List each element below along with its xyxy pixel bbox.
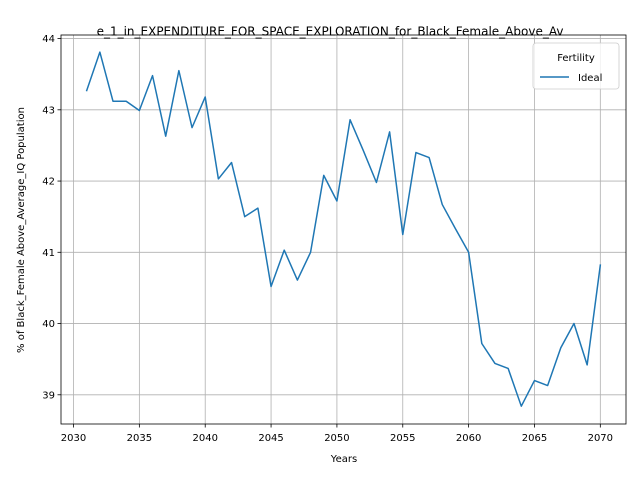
y-tick-label: 43 [42,105,55,116]
chart-title: e_1_in_EXPENDITURE_FOR_SPACE_EXPLORATION… [97,25,564,39]
legend-title: Fertility [557,53,595,64]
plot-area-frame [60,34,627,425]
x-tick-label: 2070 [588,433,613,444]
series-line-ideal [85,51,602,407]
x-tick-label: 2035 [127,433,152,444]
x-tick-label: 2040 [192,433,217,444]
series-lines [85,51,602,407]
x-axis-label: Years [330,454,357,465]
legend: Fertility Ideal [532,42,620,90]
y-axis-label: % of Black_Female Above_Average_IQ Popul… [16,107,27,353]
x-tick-label: 2045 [258,433,283,444]
x-tick-label: 2050 [324,433,349,444]
y-tick-label: 41 [42,248,55,259]
y-tick-label: 42 [42,177,55,188]
x-tick-label: 2060 [456,433,481,444]
x-tick-label: 2055 [390,433,415,444]
y-axis-ticks: 39 40 41 42 43 44 [42,34,61,401]
x-tick-label: 2065 [522,433,547,444]
y-tick-label: 39 [42,390,55,401]
legend-label-ideal: Ideal [578,73,602,84]
x-tick-label: 2030 [61,433,86,444]
legend-box [532,42,620,90]
y-tick-label: 44 [42,34,55,45]
y-tick-label: 40 [42,319,55,330]
x-axis-ticks: 2030 2035 2040 2045 2050 2055 2060 2065 2070 [61,424,613,444]
